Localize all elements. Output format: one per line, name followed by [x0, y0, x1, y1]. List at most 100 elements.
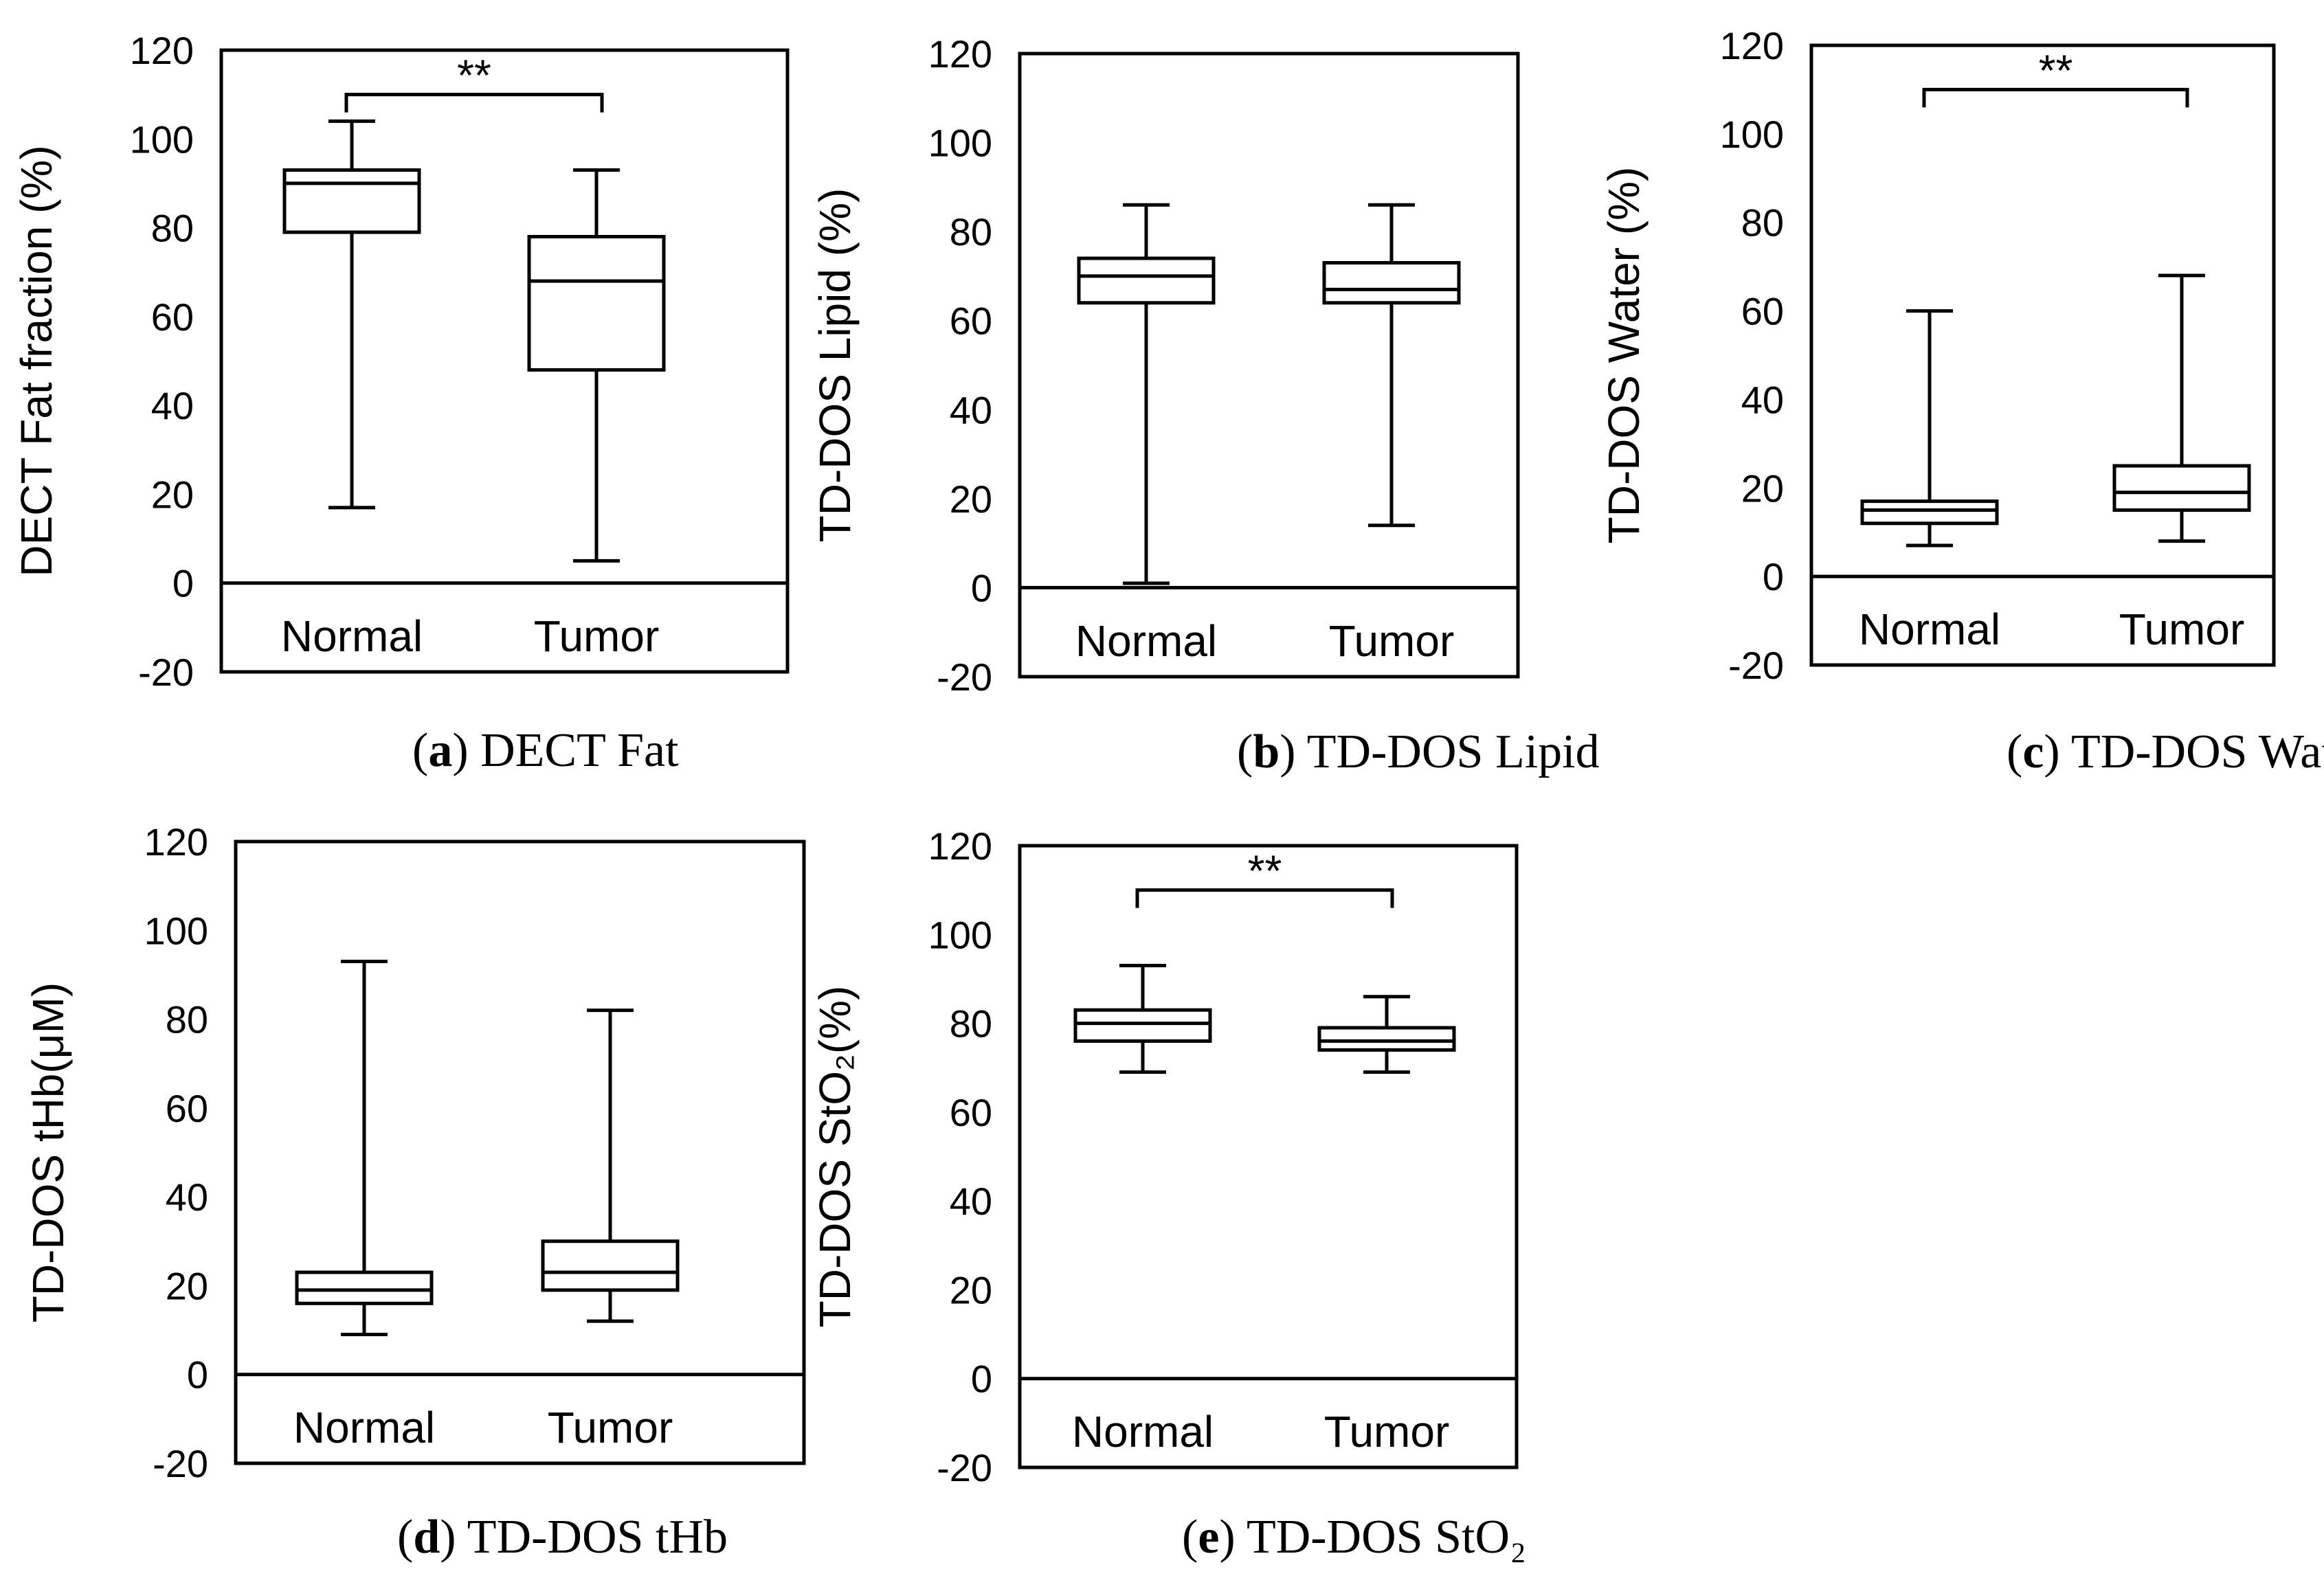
category-label: Normal: [1859, 605, 2000, 654]
y-tick-label: 40: [151, 384, 194, 427]
caption-text: TD-DOS Lipid: [1307, 725, 1600, 778]
y-tick-label: 20: [151, 473, 194, 516]
caption-open-paren: (: [1237, 725, 1253, 778]
category-label: Tumor: [1329, 616, 1455, 666]
y-tick-label: 120: [144, 820, 208, 864]
panel-caption: (a) DECT Fat: [412, 724, 679, 777]
box-iqr: [2112, 464, 2251, 512]
panel-d: -20 0 20 40 60 80 100 120 TD-DOS tHb(μM) Normal Tu…: [23, 820, 806, 1564]
box-iqr: [1077, 256, 1216, 305]
plot-frame: [1018, 844, 1519, 1469]
y-tick-label: 120: [928, 824, 992, 868]
y-tick-label: 80: [1741, 201, 1784, 245]
significance-marker: **: [457, 51, 491, 100]
caption-open-paren: (: [2007, 725, 2022, 778]
caption-text: DECT Fat: [480, 724, 679, 777]
caption-letter: a: [428, 724, 452, 777]
y-tick-label: 120: [928, 32, 992, 76]
y-tick-label: 20: [1741, 466, 1784, 510]
caption-text: TD-DOS tHb: [467, 1511, 728, 1564]
y-tick-label: 80: [950, 1002, 992, 1046]
panel-e: -20 0 20 40 60 80 100 120 TD-DOS StO₂(%) Normal Tu…: [810, 824, 1526, 1564]
caption-text: TD-DOS StO₂: [1247, 1511, 1527, 1564]
y-tick-label: 20: [950, 477, 992, 521]
category-label: Tumor: [1324, 1407, 1450, 1456]
y-tick-label: 80: [166, 998, 208, 1041]
y-tick-label: 100: [928, 913, 992, 956]
y-tick-label: 40: [950, 1180, 992, 1223]
caption-letter: c: [2022, 725, 2044, 778]
y-tick-label: 0: [187, 1353, 208, 1397]
y-tick-label: -20: [1728, 644, 1784, 687]
significance-bracket: [344, 93, 604, 113]
y-axis-label: TD-DOS Water (%): [1599, 167, 1649, 544]
caption-open-paren: (: [412, 724, 428, 777]
caption-close-paren: ): [452, 724, 480, 777]
y-tick-label: 100: [1720, 113, 1784, 156]
plot-frame: [1809, 43, 2276, 667]
box-iqr: [541, 1239, 680, 1292]
caption-close-paren: ): [1219, 1511, 1247, 1564]
panel-caption: (c) TD-DOS Water: [2007, 725, 2324, 778]
caption-close-paren: ): [1280, 725, 1307, 778]
y-tick-label: 20: [950, 1268, 992, 1311]
panel-c: -20 0 20 40 60 80 100 120 TD-DOS Water (%) Normal…: [1599, 24, 2324, 778]
y-tick-label: 0: [971, 1357, 992, 1401]
box-iqr: [1073, 1008, 1212, 1043]
y-tick-label: 60: [950, 300, 992, 343]
category-label: Tumor: [2119, 605, 2245, 654]
panel-caption: (b) TD-DOS Lipid: [1237, 725, 1600, 778]
y-tick-label: 80: [950, 210, 992, 253]
box-iqr: [1860, 499, 1999, 526]
caption-close-paren: ): [2044, 725, 2071, 778]
category-label: Tumor: [534, 611, 660, 661]
y-tick-label: 100: [130, 117, 194, 161]
plot-frame: [219, 48, 790, 674]
y-tick-label: 0: [172, 562, 194, 605]
y-axis-label: TD-DOS Lipid (%): [810, 188, 860, 543]
caption-letter: e: [1198, 1511, 1219, 1564]
y-axis-label: TD-DOS tHb(μM): [23, 982, 73, 1323]
significance-marker: **: [2039, 45, 2073, 95]
y-axis-label: TD-DOS StO₂(%): [810, 986, 860, 1328]
box-iqr: [282, 168, 421, 234]
y-tick-label: -20: [937, 655, 992, 699]
box-iqr: [527, 235, 666, 372]
plot-frame: [234, 839, 806, 1465]
category-label: Normal: [1075, 616, 1217, 666]
y-tick-label: 100: [928, 122, 992, 165]
box-iqr: [295, 1270, 434, 1305]
y-tick-label: -20: [153, 1442, 208, 1485]
y-tick-label: 120: [130, 29, 194, 72]
y-tick-label: 60: [1741, 290, 1784, 333]
panel-caption: (d) TD-DOS tHb: [397, 1511, 728, 1564]
y-tick-label: 20: [166, 1264, 208, 1307]
y-tick-label: 60: [950, 1091, 992, 1134]
y-tick-label: 120: [1720, 24, 1784, 67]
caption-letter: b: [1253, 725, 1280, 778]
box-iqr: [1322, 260, 1461, 305]
significance-bracket: [1922, 87, 2189, 108]
caption-open-paren: (: [1182, 1511, 1198, 1564]
y-tick-label: 40: [166, 1175, 208, 1219]
y-tick-label: 40: [950, 388, 992, 431]
category-label: Normal: [293, 1403, 435, 1452]
category-label: Tumor: [548, 1403, 673, 1452]
panel-a: -20 0 20 40 60 80 100 120 DECT Fat fraction (%) N…: [12, 29, 790, 777]
significance-bracket: [1135, 888, 1394, 908]
y-tick-label: 60: [166, 1087, 208, 1130]
caption-letter: d: [413, 1511, 440, 1564]
caption-close-paren: ): [440, 1511, 467, 1564]
box-iqr: [1317, 1026, 1456, 1052]
y-tick-label: 40: [1741, 378, 1784, 421]
significance-marker: **: [1248, 846, 1282, 896]
y-tick-label: 80: [151, 207, 194, 250]
y-tick-label: 100: [144, 909, 208, 952]
panel-b: -20 0 20 40 60 80 100 120 TD-DOS Lipid (%) Normal…: [810, 32, 1600, 778]
y-tick-label: 0: [1763, 555, 1784, 598]
plot-frame: [1018, 52, 1520, 679]
caption-open-paren: (: [397, 1511, 413, 1564]
y-tick-label: -20: [138, 651, 194, 694]
y-tick-label: 60: [151, 295, 194, 339]
